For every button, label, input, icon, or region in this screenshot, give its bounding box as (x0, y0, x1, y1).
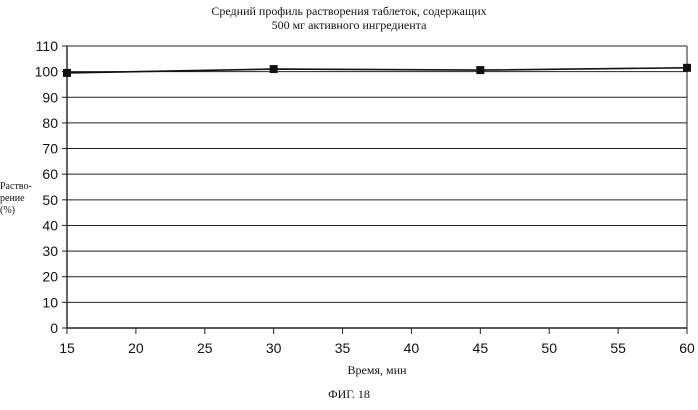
x-tick-label: 40 (404, 340, 420, 356)
figure-caption: ФИГ. 18 (0, 387, 698, 402)
x-tick-label: 35 (335, 340, 351, 356)
y-tick-label: 10 (42, 294, 58, 310)
x-tick-label: 60 (679, 340, 695, 356)
gridlines (67, 46, 687, 328)
x-tick-label: 55 (610, 340, 626, 356)
x-tick-label: 25 (197, 340, 213, 356)
y-tick-label: 50 (42, 192, 58, 208)
x-tick-label: 50 (541, 340, 557, 356)
y-tick-label: 60 (42, 166, 58, 182)
y-tick-label: 40 (42, 217, 58, 233)
x-tick-label: 45 (473, 340, 489, 356)
y-tick-label: 110 (36, 38, 59, 54)
x-axis-label: Время, мин (348, 363, 407, 377)
y-tick-label: 70 (42, 141, 58, 157)
data-point-marker (683, 64, 691, 72)
y-tick-label: 90 (42, 89, 58, 105)
y-tick-label: 80 (42, 115, 58, 131)
data-point-marker (63, 69, 71, 77)
y-tick-label: 0 (50, 320, 58, 336)
x-tick-labels: 15 20 25 30 35 40 45 50 55 60 (59, 340, 695, 356)
x-tick-label: 15 (59, 340, 75, 356)
series-group (63, 64, 691, 77)
data-point-marker (476, 66, 484, 74)
y-tick-label: 100 (35, 64, 59, 80)
y-tick-label: 20 (42, 269, 58, 285)
data-point-marker (270, 65, 278, 73)
series-line (67, 68, 687, 73)
y-tick-labels: 0 10 20 30 40 50 60 70 80 90 100 110 (35, 38, 59, 336)
x-tick-label: 30 (266, 340, 282, 356)
x-tick-label: 20 (128, 340, 144, 356)
axes (62, 46, 687, 334)
y-tick-label: 30 (42, 243, 58, 259)
